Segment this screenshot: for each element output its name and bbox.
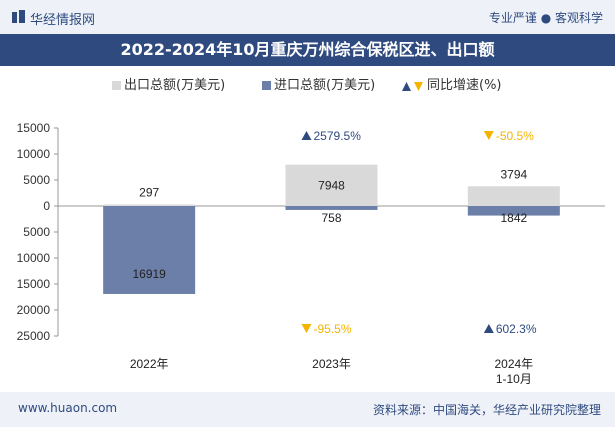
bottom-band: www.huaon.com 资料来源：中国海关，华经产业研究院整理	[0, 392, 615, 427]
import-data-label: 758	[321, 211, 341, 225]
x-tick-label: 2023年	[312, 357, 351, 371]
export-data-label: 297	[139, 185, 159, 199]
tagline: 专业严谨 ● 客观科学	[488, 11, 603, 25]
growth-up-icon	[483, 324, 494, 333]
growth-label: 2579.5%	[314, 129, 362, 143]
export-bar	[103, 204, 196, 206]
legend: 出口总额(万美元) 进口总额(万美元) 同比增速(%)	[0, 74, 615, 94]
x-tick-label: 2024年	[494, 357, 533, 371]
brand-name: 华经情报网	[30, 13, 96, 28]
y-tick-label: 5000	[23, 173, 50, 187]
growth-down-icon	[301, 324, 312, 333]
legend-item-import: 进口总额(万美元)	[262, 74, 375, 93]
export-data-label: 3794	[500, 167, 527, 181]
title-band: 2022-2024年10月重庆万州综合保税区进、出口额	[0, 34, 615, 66]
legend-swatch-import	[262, 81, 271, 90]
y-tick-label: 15000	[17, 121, 51, 135]
chart-plot: 15000 10000 5000 0 5000 10000 15000 20000 25000 2…	[17, 121, 605, 386]
logo-icon	[12, 10, 25, 23]
y-tick-label: 0	[43, 199, 50, 213]
site-url: www.huaon.com	[18, 401, 118, 415]
legend-item-growth: 同比增速(%)	[402, 74, 502, 93]
y-tick-label: 5000	[23, 225, 50, 239]
top-band: 华经情报网 专业严谨 ● 客观科学	[0, 0, 615, 34]
growth-label: -95.5%	[314, 322, 352, 336]
import-bar	[467, 206, 560, 216]
import-bar	[285, 206, 378, 210]
growth-up-icon	[301, 131, 312, 140]
x-tick-label: 2022年	[130, 357, 169, 371]
y-tick-label: 25000	[17, 329, 51, 343]
legend-item-export: 出口总额(万美元)	[112, 74, 225, 93]
legend-label-growth: 同比增速(%)	[427, 78, 502, 93]
import-data-label: 1842	[500, 211, 527, 225]
source-note: 资料来源：中国海关，华经产业研究院整理	[372, 403, 601, 417]
export-data-label: 7948	[318, 178, 345, 192]
legend-label-export: 出口总额(万美元)	[124, 78, 226, 93]
y-tick-label: 20000	[17, 303, 51, 317]
legend-label-import: 进口总额(万美元)	[274, 78, 376, 93]
y-tick-label: 10000	[17, 147, 51, 161]
export-bar	[285, 164, 378, 206]
import-data-label: 16919	[132, 267, 166, 281]
chart-title: 2022-2024年10月重庆万州综合保税区进、出口额	[120, 40, 495, 59]
legend-swatch-export	[112, 81, 121, 90]
import-bar	[103, 206, 196, 294]
export-bar	[467, 186, 560, 206]
y-tick-label: 10000	[17, 251, 51, 265]
growth-label: -50.5%	[496, 129, 534, 143]
x-tick-label: 1-10月	[496, 372, 532, 386]
growth-down-icon	[483, 131, 494, 140]
y-tick-label: 15000	[17, 277, 51, 291]
legend-triangles-icon	[402, 81, 423, 91]
growth-label: 602.3%	[496, 322, 537, 336]
